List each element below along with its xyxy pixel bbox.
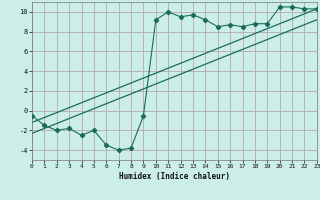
X-axis label: Humidex (Indice chaleur): Humidex (Indice chaleur) [119, 172, 230, 181]
